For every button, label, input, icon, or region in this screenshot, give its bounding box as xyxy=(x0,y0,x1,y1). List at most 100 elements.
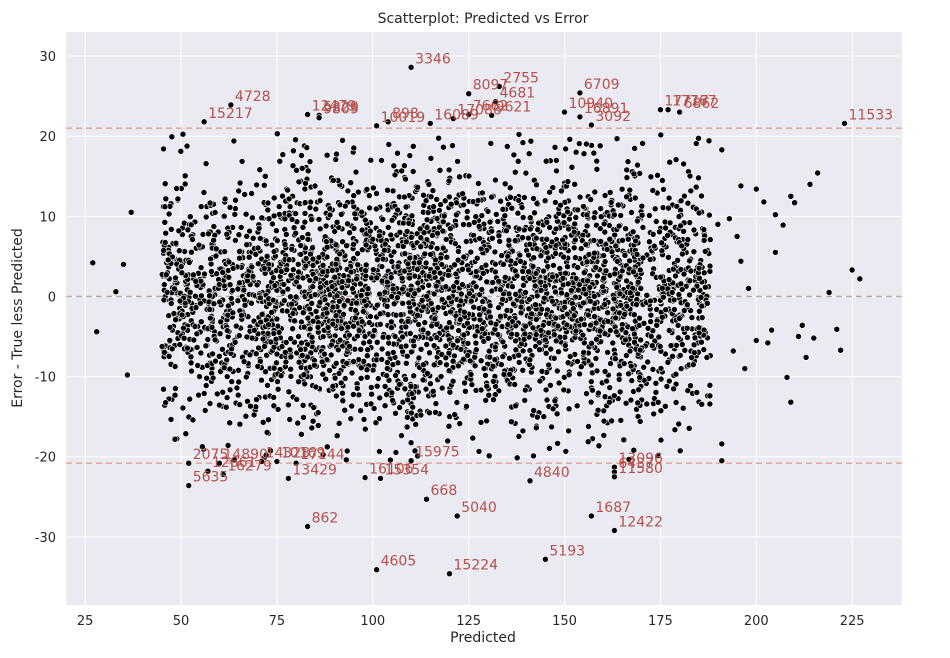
scatter-point xyxy=(517,257,524,265)
scatter-point xyxy=(206,199,214,207)
scatter-point xyxy=(591,313,598,320)
scatter-point xyxy=(339,397,347,405)
scatter-point xyxy=(841,120,848,127)
scatter-point xyxy=(690,286,697,294)
scatter-point xyxy=(309,244,316,251)
scatter-point xyxy=(297,242,305,249)
scatter-point xyxy=(437,373,445,380)
scatter-point xyxy=(592,355,600,362)
scatter-point xyxy=(254,244,262,252)
scatter-point xyxy=(512,346,520,354)
scatter-point xyxy=(511,237,519,244)
scatter-point xyxy=(391,333,399,340)
scatter-point xyxy=(269,220,276,228)
scatter-point xyxy=(574,286,582,294)
scatter-point xyxy=(542,336,549,344)
scatter-point xyxy=(251,326,258,334)
scatter-point xyxy=(309,262,317,269)
scatter-point xyxy=(232,237,239,244)
scatter-point xyxy=(349,285,356,292)
scatter-point xyxy=(613,283,621,291)
scatter-point xyxy=(454,337,461,345)
scatter-point xyxy=(198,292,205,300)
scatter-point xyxy=(526,225,534,233)
point-annotation: 15224 xyxy=(454,558,499,574)
scatter-point xyxy=(171,285,178,293)
scatter-point xyxy=(687,267,695,275)
scatter-point xyxy=(240,358,248,365)
scatter-point xyxy=(457,297,465,305)
scatter-point xyxy=(163,288,171,296)
scatter-point xyxy=(174,195,182,203)
scatter-point xyxy=(270,402,278,410)
scatter-point xyxy=(165,210,173,218)
scatter-point xyxy=(611,270,619,278)
scatter-point xyxy=(698,338,705,346)
scatter-point xyxy=(478,286,486,293)
scatter-point xyxy=(741,365,749,372)
scatter-point xyxy=(445,349,453,357)
scatter-point xyxy=(562,145,569,153)
scatter-point xyxy=(359,308,367,315)
point-annotation: 15354 xyxy=(385,462,430,478)
scatter-point xyxy=(467,248,475,256)
scatter-point xyxy=(501,180,509,188)
scatter-point xyxy=(597,238,605,245)
scatter-point xyxy=(427,243,435,251)
scatter-point xyxy=(299,401,307,409)
scatter-point xyxy=(355,391,363,399)
scatter-point xyxy=(220,212,228,220)
scatter-point xyxy=(558,289,565,297)
scatter-point xyxy=(684,334,691,341)
scatter-point xyxy=(499,338,507,346)
scatter-point xyxy=(670,296,678,304)
scatter-point xyxy=(414,266,421,273)
scatter-point xyxy=(404,260,412,268)
scatter-point xyxy=(352,168,360,176)
scatter-point xyxy=(456,316,464,323)
scatter-point xyxy=(545,319,553,327)
scatter-point xyxy=(235,187,242,195)
scatter-point xyxy=(404,413,411,421)
scatter-point xyxy=(279,151,287,158)
scatter-point xyxy=(445,422,453,430)
scatter-point xyxy=(600,432,608,439)
scatter-point xyxy=(706,262,714,270)
scatter-point xyxy=(248,263,256,271)
scatter-point xyxy=(577,245,585,252)
scatter-point xyxy=(468,381,476,388)
scatter-point xyxy=(204,336,212,343)
scatter-point xyxy=(332,156,340,163)
scatter-point xyxy=(580,203,587,210)
scatter-point xyxy=(557,201,564,209)
scatter-point xyxy=(184,344,191,352)
scatter-point xyxy=(683,324,691,332)
scatter-point xyxy=(352,314,359,322)
data-points xyxy=(89,64,864,578)
scatter-point xyxy=(487,140,495,147)
scatter-point xyxy=(291,317,298,325)
scatter-point xyxy=(549,184,557,191)
scatter-point xyxy=(321,296,329,303)
scatter-point xyxy=(604,349,611,356)
scatter-point xyxy=(234,285,242,293)
scatter-point xyxy=(438,384,446,392)
scatter-point xyxy=(384,118,392,126)
scatter-point xyxy=(396,229,404,236)
scatter-point xyxy=(512,290,520,298)
scatter-point xyxy=(223,356,230,364)
scatter-point xyxy=(383,278,391,286)
scatter-point xyxy=(206,400,214,407)
scatter-point xyxy=(519,234,526,241)
scatter-point xyxy=(297,251,305,258)
scatter-point xyxy=(593,335,600,343)
scatter-point xyxy=(417,411,425,419)
scatter-point xyxy=(479,189,486,197)
scatter-point xyxy=(408,234,415,241)
scatter-point xyxy=(160,247,167,254)
scatter-point xyxy=(268,241,276,249)
scatter-point xyxy=(547,381,554,389)
scatter-point xyxy=(561,108,568,116)
scatter-point xyxy=(353,299,360,307)
scatter-point xyxy=(532,424,540,432)
